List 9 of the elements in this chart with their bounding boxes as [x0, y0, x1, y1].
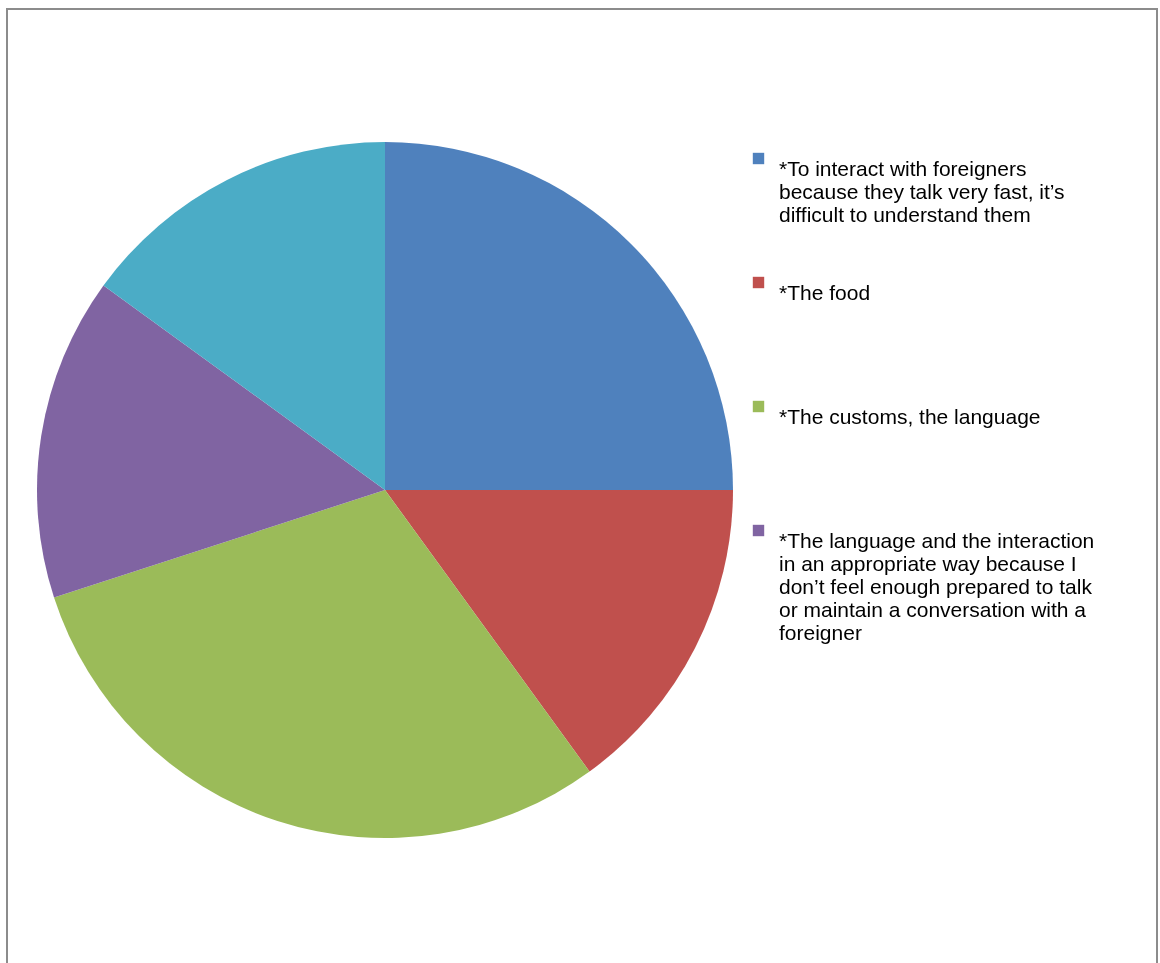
legend-label: *The language and the interaction in an appropriate way because I don’t feel enough prepared to talk or maintain a conversation with a foreigner	[779, 528, 1095, 644]
pie-slice	[385, 142, 733, 490]
pie-slice	[103, 142, 385, 490]
pie-slice	[37, 285, 385, 598]
legend-label: *To interact with foreigners because they talk very fast, it’s difficult to understand them	[779, 156, 1065, 226]
pie-slice	[385, 490, 733, 772]
legend-label: *The food	[779, 280, 871, 304]
legend-label: *The customs, the language	[779, 404, 1041, 428]
pie-slice	[54, 490, 590, 838]
